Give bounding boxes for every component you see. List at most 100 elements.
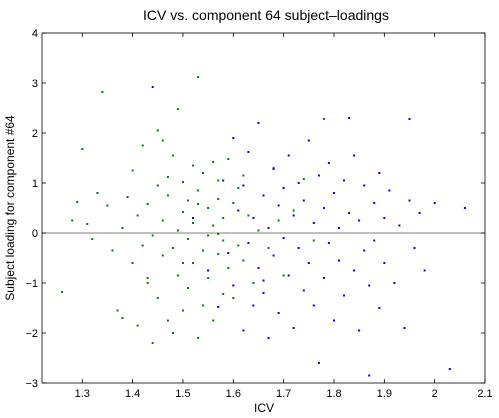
data-point-s0-9 (111, 249, 114, 252)
data-point-s0-10 (116, 309, 119, 312)
x-tick-label: 2 (432, 388, 438, 400)
data-point-s0-85 (146, 282, 149, 284)
data-point-s1-32 (297, 247, 300, 249)
data-point-s0-23 (151, 234, 154, 237)
data-point-s0-36 (176, 108, 179, 110)
data-point-s0-40 (182, 181, 184, 183)
data-point-s0-69 (237, 187, 240, 189)
data-point-s0-29 (166, 176, 169, 178)
data-point-s1-55 (358, 329, 361, 332)
data-point-s0-55 (207, 277, 210, 279)
data-point-s0-68 (232, 297, 235, 299)
data-point-s1-51 (348, 117, 351, 119)
data-point-s1-18 (262, 292, 265, 294)
data-point-s0-15 (131, 262, 134, 264)
data-point-s0-12 (121, 227, 124, 229)
data-point-s1-74 (418, 212, 421, 214)
x-tick-label: 2.1 (477, 388, 492, 400)
data-point-s0-32 (171, 247, 174, 249)
data-point-s1-13 (252, 304, 255, 307)
data-point-s0-46 (192, 262, 194, 264)
y-tick-label: −2 (25, 328, 38, 340)
data-point-s1-54 (353, 154, 356, 157)
data-point-s0-21 (146, 203, 149, 205)
x-tick-label: 1.5 (175, 388, 190, 400)
data-point-s1-72 (408, 199, 411, 202)
y-tick-label: 3 (32, 78, 38, 90)
data-point-s0-73 (247, 214, 250, 217)
y-tick-label: 1 (32, 178, 38, 190)
data-point-s1-69 (398, 224, 401, 227)
data-point-s1-36 (307, 262, 310, 264)
y-tick-label: 0 (32, 228, 38, 240)
data-point-s1-19 (267, 227, 270, 229)
data-point-s1-71 (408, 118, 411, 120)
data-point-s1-24 (277, 312, 280, 314)
data-point-s0-80 (282, 274, 285, 277)
data-point-s1-75 (423, 269, 426, 272)
data-point-s1-68 (393, 282, 396, 284)
y-tick-label: −1 (25, 278, 38, 290)
data-point-s0-2 (76, 201, 79, 203)
data-point-s0-8 (106, 204, 109, 207)
data-point-s1-58 (363, 184, 366, 187)
data-point-s0-11 (121, 317, 124, 319)
data-point-s1-15 (257, 267, 260, 269)
data-point-s1-77 (448, 368, 451, 370)
x-tick-label: 1.6 (226, 388, 241, 400)
data-point-s1-50 (343, 294, 345, 297)
data-point-s0-19 (141, 144, 144, 147)
data-point-s0-5 (91, 238, 94, 240)
data-point-s1-47 (338, 227, 340, 229)
data-point-s1-48 (338, 259, 340, 262)
data-point-s1-1 (192, 217, 194, 219)
plot-area (42, 33, 485, 383)
data-point-s0-60 (217, 253, 220, 255)
data-point-s1-31 (297, 182, 300, 184)
data-point-s1-7 (232, 284, 235, 287)
y-axis-label: Subject loading for component #64 (3, 115, 17, 301)
data-point-s0-56 (212, 161, 215, 163)
data-point-s0-67 (232, 202, 235, 204)
data-point-s0-37 (176, 274, 179, 277)
data-point-s0-84 (322, 118, 325, 120)
data-point-s1-67 (388, 189, 391, 192)
data-point-s1-29 (292, 214, 295, 217)
data-point-s0-7 (101, 91, 104, 93)
data-point-s0-42 (187, 199, 189, 202)
y-tick-label: 4 (32, 28, 38, 40)
data-point-s0-30 (166, 319, 169, 322)
data-point-s0-6 (96, 192, 99, 194)
data-point-s1-25 (282, 187, 285, 189)
data-point-s1-21 (272, 168, 275, 170)
data-point-s0-38 (182, 211, 184, 213)
data-point-s0-31 (166, 194, 169, 197)
data-point-s1-12 (247, 151, 250, 153)
data-point-s0-77 (267, 247, 270, 249)
data-point-s0-61 (217, 179, 220, 182)
data-point-s0-83 (312, 239, 315, 242)
axes-frame (41, 32, 486, 384)
data-point-s1-38 (312, 304, 315, 307)
data-point-s0-43 (187, 287, 189, 289)
x-axis-label: ICV (254, 401, 274, 415)
data-point-s0-74 (252, 282, 255, 284)
data-point-s0-1 (71, 219, 74, 222)
data-point-s0-65 (227, 158, 230, 160)
data-point-s0-50 (202, 249, 205, 252)
data-point-s0-62 (222, 293, 225, 295)
data-point-s0-0 (61, 291, 64, 293)
data-point-s1-3 (217, 306, 220, 308)
data-point-s1-8 (237, 209, 240, 212)
data-point-s0-35 (176, 229, 179, 232)
data-point-s0-81 (292, 209, 295, 212)
data-point-s1-64 (378, 307, 381, 309)
data-point-s0-51 (202, 172, 205, 174)
data-point-s1-49 (343, 179, 345, 182)
data-point-s1-34 (302, 289, 305, 292)
data-point-s0-14 (131, 169, 134, 172)
data-points-layer (61, 76, 466, 377)
data-point-s0-45 (192, 222, 194, 224)
data-point-s1-42 (322, 277, 325, 279)
